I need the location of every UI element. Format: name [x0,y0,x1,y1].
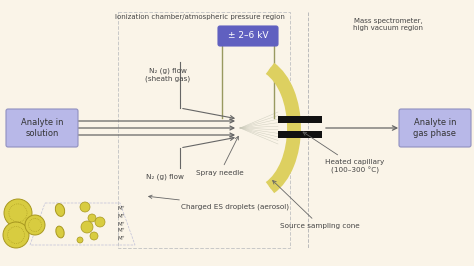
Bar [278,116,322,123]
Circle shape [95,217,105,227]
Text: N₂ (g) flow: N₂ (g) flow [146,174,184,181]
Text: M⁺: M⁺ [118,236,126,242]
Text: Heated capillary
(100–300 °C): Heated capillary (100–300 °C) [303,132,384,173]
Text: M⁺: M⁺ [118,222,126,227]
Text: Ionization chamber/atmospheric pressure region: Ionization chamber/atmospheric pressure … [115,14,285,20]
Text: Source sampling cone: Source sampling cone [273,181,360,229]
Text: Analyte in
gas phase: Analyte in gas phase [413,118,456,138]
Circle shape [3,222,29,248]
FancyBboxPatch shape [399,109,471,147]
FancyBboxPatch shape [6,109,78,147]
Text: Charged ES droplets (aerosol): Charged ES droplets (aerosol) [149,195,289,210]
Text: Spray needle: Spray needle [196,136,244,176]
FancyBboxPatch shape [218,26,278,46]
Circle shape [77,237,83,243]
Text: Analyte in
solution: Analyte in solution [21,118,63,138]
Ellipse shape [55,203,64,216]
Text: N₂ (g) flow
(sheath gas): N₂ (g) flow (sheath gas) [146,68,191,82]
Text: Mass spectrometer,
high vacuum region: Mass spectrometer, high vacuum region [353,18,423,31]
Text: M⁺: M⁺ [118,206,126,211]
Circle shape [90,232,98,240]
Ellipse shape [56,226,64,238]
Text: ± 2–6 kV: ± 2–6 kV [228,31,268,40]
Bar [278,131,322,138]
Circle shape [4,199,32,227]
Circle shape [25,215,45,235]
Text: M⁺: M⁺ [118,228,126,234]
Circle shape [81,221,93,233]
Circle shape [80,202,90,212]
Circle shape [88,214,96,222]
Text: M⁺: M⁺ [118,214,126,219]
